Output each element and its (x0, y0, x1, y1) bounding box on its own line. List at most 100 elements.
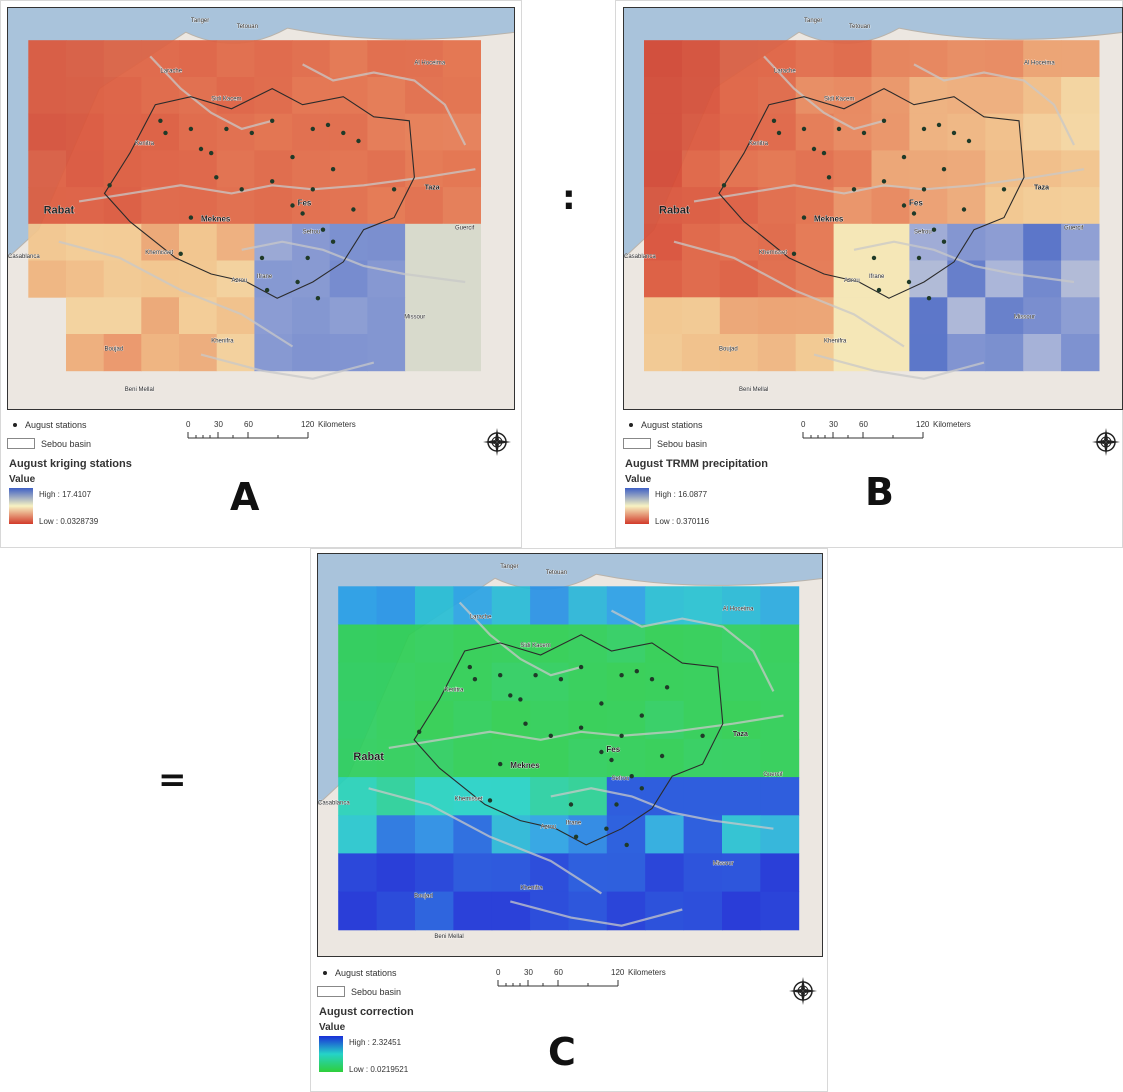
raster-cell (453, 853, 493, 893)
raster-cell (491, 777, 531, 816)
place-label-rabat: Rabat (353, 751, 384, 763)
raster-cell (909, 334, 948, 372)
place-label-ifrane: Ifrane (566, 821, 582, 827)
raster-cell (1061, 260, 1100, 298)
map-a-canvas: Tanger Tetouan Larache Al Hoceima Kenitra Sid… (8, 8, 514, 409)
scale-unit: Kilometers (628, 968, 666, 977)
place-label-guercif: Guercif (1064, 226, 1084, 232)
raster-cell (985, 40, 1024, 78)
station-point (851, 187, 857, 192)
legend-b-title: August TRMM precipitation (625, 458, 768, 470)
station-point (487, 798, 493, 803)
raster-cell (66, 77, 105, 115)
map-b[interactable]: Tanger Tetouan Larache Al Hoceima Kenitra Sid… (623, 7, 1123, 410)
sea-area (624, 8, 1122, 258)
equals-operator: = (158, 760, 187, 800)
raster-cell (254, 297, 293, 335)
station-point (315, 296, 321, 301)
scale-tick-120: 120 (916, 420, 930, 429)
raster-cell (1023, 40, 1062, 78)
station-point (629, 774, 634, 779)
place-label-khenifra: Khenifra (824, 339, 847, 345)
raster-cell (606, 853, 646, 893)
scale-unit: Kilometers (318, 420, 356, 429)
raster-cell (28, 40, 67, 78)
station-symbol (629, 423, 633, 427)
map-c[interactable]: Tanger Tetouan Larache Al Hoceima Kenitra Sid… (317, 553, 823, 957)
panel-a-border (0, 0, 522, 548)
place-label-sefrou: Sefrou (303, 230, 321, 236)
place-label-beni_mellal: Beni Mellal (125, 387, 154, 393)
panel-a-letter: A (230, 475, 260, 519)
raster-cell (1023, 223, 1062, 261)
place-label-beni_mellal: Beni Mellal (739, 387, 768, 393)
station-point (178, 251, 183, 256)
raster-cell (405, 334, 444, 372)
place-label-kenitra: Kenitra (749, 141, 769, 147)
legend-b-value-label: Value (625, 474, 652, 485)
raster-cell (833, 40, 872, 78)
raster-cell (722, 738, 761, 778)
place-label-sidi_kacem: Sidi Kacem (520, 643, 550, 649)
raster-cell (66, 150, 105, 188)
raster-cell (103, 113, 142, 151)
map-a[interactable]: Tanger Tetouan Larache Al Hoceima Kenitra Sid… (7, 7, 515, 410)
raster-cell (871, 113, 910, 151)
station-point (290, 154, 295, 160)
raster-cell (66, 187, 105, 225)
legend-a-value-label: Value (9, 474, 36, 485)
raster-cell (719, 40, 759, 78)
raster-cell (28, 150, 67, 188)
station-point (619, 673, 624, 678)
station-point (264, 287, 270, 293)
raster-cell (568, 738, 608, 778)
station-point (330, 239, 336, 244)
raster-cell (179, 40, 218, 78)
panel-c: Tanger Tetouan Larache Al Hoceima Kenitra Sid… (310, 548, 828, 1092)
place-label-taza: Taza (1034, 184, 1049, 191)
scalebar-a: 0 30 60 120 Kilometers (186, 420, 386, 450)
station-point (624, 842, 629, 848)
raster-cell (909, 297, 948, 335)
raster-cell (179, 297, 218, 335)
panel-b: Tanger Tetouan Larache Al Hoceima Kenitra Sid… (615, 0, 1123, 548)
raster-cell (909, 187, 948, 225)
raster-cell (415, 815, 454, 854)
station-point (270, 118, 275, 124)
raster-cell (405, 297, 444, 335)
raster-cell (1061, 77, 1100, 115)
station-point (548, 733, 553, 738)
raster-cell (757, 334, 797, 372)
place-label-missour: Missour (713, 861, 734, 867)
place-label-fes: Fes (909, 199, 923, 208)
station-point (198, 146, 204, 152)
legend-c: August stations Sebou basin August corre… (317, 966, 617, 1092)
place-label-azrou: Azrou (541, 825, 557, 831)
station-point (619, 733, 624, 738)
station-point (811, 146, 817, 152)
legend-basin-label: Sebou basin (41, 438, 92, 449)
river-line (693, 168, 1085, 203)
station-point (568, 802, 574, 807)
raster-cell (760, 815, 800, 854)
raster-cell (871, 297, 910, 335)
raster-cell (757, 150, 797, 188)
river-line (241, 240, 466, 284)
station-point (801, 126, 807, 132)
raster-cell (216, 223, 255, 261)
place-label-khemisset: Khemisset (145, 250, 173, 256)
raster-cell (985, 187, 1024, 225)
place-label-boujad: Boujad (105, 347, 124, 353)
river-line (200, 353, 375, 380)
raster-cell (338, 624, 378, 664)
place-label-casablanca: Casablanca (8, 254, 40, 260)
station-point (791, 251, 797, 256)
raster-cell (757, 223, 797, 261)
raster-cell (644, 77, 683, 115)
legend-c-value-label: Value (319, 1022, 346, 1033)
raster-cell (719, 260, 759, 298)
raster-cell (833, 77, 872, 115)
legend-a-basin: Sebou basin (7, 438, 91, 449)
raster-cell (1023, 297, 1062, 335)
station-point (599, 701, 604, 706)
